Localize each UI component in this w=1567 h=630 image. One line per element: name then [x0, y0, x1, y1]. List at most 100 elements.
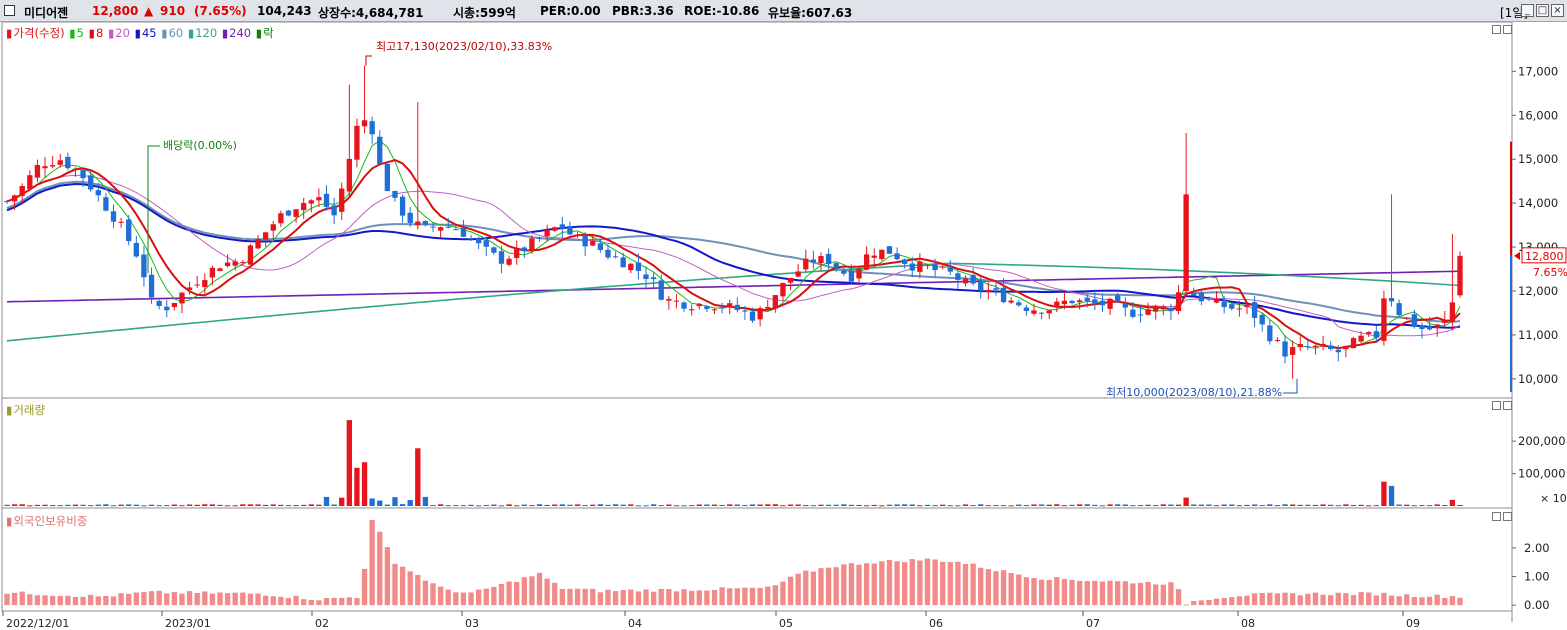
- volume-bar: [1350, 505, 1357, 507]
- volume-bar: [1099, 505, 1106, 507]
- foreign-ownership-bar: [1069, 579, 1075, 606]
- volume-bar: [1130, 505, 1136, 507]
- foreign-ownership-bar: [95, 596, 101, 606]
- volume-bar: [810, 505, 817, 507]
- ma120-line: [6, 262, 1461, 342]
- restore-button[interactable]: □: [1536, 4, 1549, 17]
- volume-bar: [506, 504, 512, 506]
- volume-bar: [727, 504, 733, 506]
- candle-body: [909, 263, 915, 271]
- minimize-button[interactable]: _: [1521, 4, 1534, 17]
- candle-body: [1366, 332, 1372, 334]
- foreign-ownership-bar: [171, 592, 178, 606]
- candle-body: [1145, 309, 1151, 315]
- foreign-ownership-bar: [498, 583, 505, 606]
- candle-body: [361, 120, 368, 127]
- volume-bar: [620, 504, 626, 506]
- foreign-ownership-bar: [1442, 597, 1448, 606]
- price-y-tick-label: 17,000: [1518, 64, 1558, 78]
- foreign-ownership-bar: [749, 587, 756, 606]
- candle-body: [1335, 349, 1341, 353]
- foreign-ownership-bar: [597, 592, 604, 606]
- volume-bar: [1122, 504, 1128, 506]
- foreign-ownership-bar: [727, 588, 733, 606]
- candle-body: [1229, 304, 1235, 309]
- x-axis-tick-label: 06: [929, 617, 943, 630]
- foreign-ownership-bar: [833, 567, 839, 606]
- foreign-ownership-bar: [346, 597, 352, 606]
- foreign-ownership-bar: [1373, 595, 1379, 606]
- candle-body: [1107, 298, 1113, 309]
- volume-bar: [1404, 504, 1410, 506]
- dividend-annotation: 배당락(0.00%): [163, 139, 237, 152]
- volume-bar: [1153, 505, 1159, 507]
- candle-body: [932, 264, 938, 271]
- foreign-ownership-bar: [757, 587, 763, 606]
- foreign-ownership-bar: [133, 592, 139, 606]
- volume-bar: [65, 504, 71, 506]
- volume-bar: [757, 504, 763, 506]
- foreign-panel-close-button[interactable]: [1503, 512, 1512, 521]
- foreign-ownership-bar: [1084, 581, 1090, 606]
- candle-body: [49, 165, 56, 167]
- price-panel-minimize-button[interactable]: [1492, 25, 1501, 34]
- foreign-y-tick-label: 1.00: [1524, 570, 1550, 584]
- volume-bar: [42, 504, 48, 506]
- volume-bar: [491, 504, 497, 506]
- foreign-ownership-bar: [460, 592, 467, 606]
- volume-bar: [1076, 504, 1083, 506]
- foreign-ownership-bar: [993, 571, 999, 606]
- foreign-ownership-bar: [1381, 592, 1387, 606]
- candle-body: [559, 224, 565, 229]
- foreign-ownership-bar: [734, 588, 740, 606]
- foreign-ownership-bar: [574, 588, 581, 606]
- foreign-ownership-bar: [369, 519, 375, 606]
- foreign-ownership-bar: [932, 559, 938, 606]
- candle-body: [407, 212, 413, 224]
- volume-bar: [650, 504, 657, 506]
- volume-bar: [422, 496, 429, 506]
- foreign-panel-minimize-button[interactable]: [1492, 512, 1501, 521]
- x-axis-tick-label: 04: [628, 617, 642, 630]
- price-legend: ▮가격(수정) ▮5 ▮8 ▮20 ▮45 ▮60 ▮120 ▮240 ▮락: [6, 25, 275, 41]
- foreign-ownership-bar: [666, 589, 672, 606]
- candle-body: [734, 304, 740, 310]
- volume-bar: [232, 505, 238, 507]
- price-y-tick-label: 16,000: [1518, 108, 1558, 122]
- foreign-ownership-bar: [194, 592, 200, 606]
- volume-panel-minimize-button[interactable]: [1492, 401, 1501, 410]
- foreign-ownership-bar: [848, 563, 855, 606]
- volume-bar: [985, 505, 992, 507]
- candle-body: [377, 136, 383, 165]
- volume-bar: [453, 505, 459, 507]
- foreign-ownership-bar: [1206, 599, 1212, 606]
- candle-body: [346, 158, 352, 192]
- volume-bar: [1267, 504, 1273, 506]
- volume-bar: [1297, 504, 1303, 506]
- foreign-ownership-bar: [1457, 597, 1463, 606]
- legend-ma8: 8: [95, 26, 104, 40]
- candle-body: [133, 242, 139, 257]
- price-panel-close-button[interactable]: [1503, 25, 1512, 34]
- foreign-ownership-bar: [795, 573, 801, 606]
- volume-bar: [369, 498, 375, 506]
- volume-bar: [308, 504, 314, 506]
- foreign-ownership-bar: [1426, 596, 1433, 606]
- candle-body: [841, 270, 847, 274]
- candle-body: [902, 259, 908, 264]
- volume-bar: [483, 504, 489, 506]
- candle-body: [399, 196, 406, 216]
- select-checkbox[interactable]: [4, 5, 15, 16]
- foreign-ownership-bar: [1274, 593, 1281, 606]
- volume-panel-close-button[interactable]: [1503, 401, 1512, 410]
- close-button[interactable]: ×: [1551, 4, 1564, 17]
- panel-frame-2: [1, 397, 1513, 509]
- candle-body: [445, 226, 451, 228]
- candle-body: [1457, 255, 1463, 296]
- foreign-ownership-bar: [978, 567, 984, 606]
- candle-body: [1153, 305, 1159, 312]
- volume-bar: [262, 504, 269, 506]
- candle-body: [985, 289, 992, 293]
- chart-canvas: 17,00016,00015,00014,00013,00012,00011,0…: [0, 22, 1567, 630]
- candle-body: [711, 309, 718, 311]
